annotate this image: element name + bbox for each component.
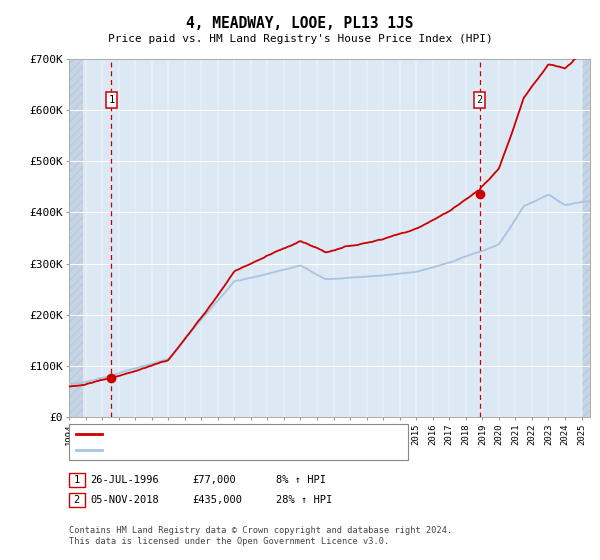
Bar [583,59,590,417]
Text: 1: 1 [74,475,80,485]
Text: 4, MEADWAY, LOOE, PL13 1JS (detached house): 4, MEADWAY, LOOE, PL13 1JS (detached hou… [106,429,375,438]
Text: 2: 2 [476,95,483,105]
Text: HPI: Average price, detached house, Cornwall: HPI: Average price, detached house, Corn… [106,446,381,455]
Text: 26-JUL-1996: 26-JUL-1996 [90,475,159,485]
Bar [69,59,83,417]
Text: 28% ↑ HPI: 28% ↑ HPI [276,495,332,505]
Text: £435,000: £435,000 [192,495,242,505]
Text: 4, MEADWAY, LOOE, PL13 1JS: 4, MEADWAY, LOOE, PL13 1JS [186,16,414,31]
Text: 1: 1 [109,95,115,105]
Text: Price paid vs. HM Land Registry's House Price Index (HPI): Price paid vs. HM Land Registry's House … [107,34,493,44]
Text: 2: 2 [74,495,80,505]
Text: Contains HM Land Registry data © Crown copyright and database right 2024.
This d: Contains HM Land Registry data © Crown c… [69,526,452,546]
Text: 05-NOV-2018: 05-NOV-2018 [90,495,159,505]
Text: £77,000: £77,000 [192,475,236,485]
Text: 8% ↑ HPI: 8% ↑ HPI [276,475,326,485]
